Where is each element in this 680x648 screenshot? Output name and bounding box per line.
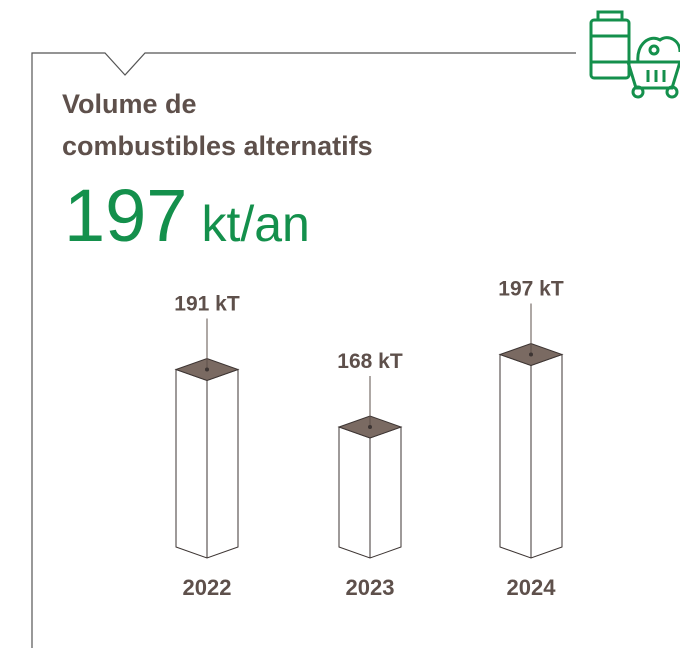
- headline: 197 kt/an: [64, 174, 310, 257]
- leader-dot: [529, 352, 533, 357]
- value-label: 197 kT: [498, 278, 564, 301]
- value-label: 168 kT: [337, 350, 403, 373]
- title-line: Volume de: [62, 89, 197, 119]
- title-line: combustibles alternatifs: [62, 131, 373, 161]
- leader-dot: [368, 425, 372, 429]
- icon: [589, 10, 680, 99]
- value-label: 191 kT: [174, 293, 240, 316]
- bar-face: [338, 426, 402, 559]
- leader-dot: [205, 367, 209, 372]
- bar-face: [175, 368, 239, 559]
- x-tick-label: 2022: [183, 575, 232, 600]
- headline-unit: kt/an: [201, 196, 309, 252]
- frame: [31, 52, 576, 648]
- x-tick-label: 2023: [346, 575, 395, 600]
- headline-value: 197: [64, 174, 187, 257]
- x-tick-label: 2024: [507, 575, 557, 600]
- bar-face: [499, 353, 563, 559]
